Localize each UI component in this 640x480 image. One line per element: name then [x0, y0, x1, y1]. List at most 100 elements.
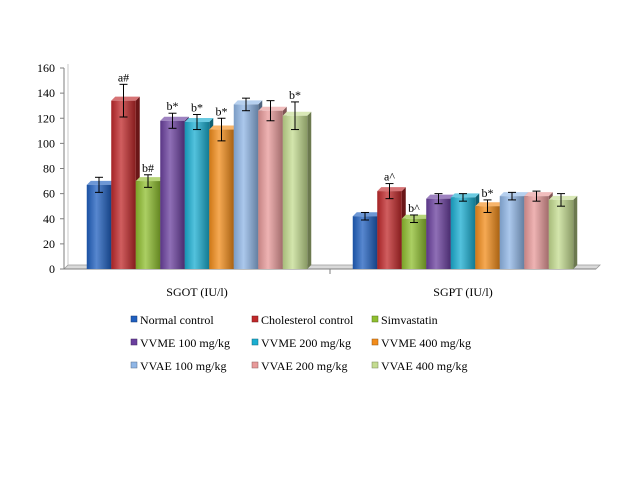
legend-swatch	[251, 361, 259, 369]
bar-front	[426, 198, 451, 269]
bar-front	[475, 206, 500, 269]
bar-top	[548, 195, 578, 200]
legend-label: VVAE 200 mg/kg	[261, 359, 347, 373]
bar-top	[475, 202, 504, 207]
legend-item: VVAE 200 mg/kg	[251, 359, 347, 373]
y-tick-label: 0	[49, 262, 55, 276]
legend-swatch	[130, 338, 138, 346]
legend-item: Cholesterol control	[251, 313, 354, 327]
bar	[450, 193, 480, 269]
x-category-label: SGOT (IU/l)	[166, 285, 227, 299]
bar-side	[573, 195, 578, 269]
legend: Normal control Cholesterol control Simvast…	[130, 313, 471, 373]
legend-label: VVME 200 mg/kg	[261, 336, 351, 350]
legend-label: VVAE 400 mg/kg	[381, 359, 467, 373]
error-bar	[242, 97, 250, 112]
legend-label: VVME 100 mg/kg	[140, 336, 230, 350]
category-labels: SGOT (IU/l) SGPT (IU/l)	[166, 285, 492, 299]
bar	[524, 192, 553, 269]
legend-label: Cholesterol control	[261, 313, 354, 327]
bar	[258, 106, 287, 270]
bar-front	[524, 196, 549, 269]
error-bar	[434, 193, 443, 205]
bar-top	[450, 193, 480, 198]
legend-swatch	[130, 361, 138, 369]
bar-front	[258, 110, 283, 270]
bar-front	[184, 122, 210, 269]
error-bar	[508, 191, 516, 201]
bar-front	[86, 184, 112, 269]
error-bar	[266, 100, 275, 122]
bar	[160, 116, 189, 269]
bar-annotation: b*	[191, 100, 203, 114]
bar-front	[111, 100, 136, 269]
y-tick-label: 20	[43, 237, 55, 251]
legend-swatch	[251, 338, 259, 346]
bar-annotation: a^	[384, 170, 395, 184]
bar-front	[209, 129, 234, 269]
bar-front	[548, 199, 574, 269]
error-bars	[95, 83, 565, 224]
bar-annotation: b*	[167, 99, 179, 113]
bar-front	[352, 216, 378, 269]
bar-front	[282, 115, 308, 269]
y-tick-label: 80	[43, 162, 55, 176]
bar-front	[160, 120, 185, 269]
error-bar	[410, 214, 418, 224]
legend-swatch	[371, 315, 379, 323]
bar	[426, 194, 455, 269]
legend-swatch	[251, 315, 259, 323]
error-bar	[532, 190, 541, 202]
bar-top	[377, 187, 406, 192]
bar-top	[184, 118, 214, 123]
bar-top	[86, 180, 116, 185]
legend-label: Simvastatin	[381, 313, 438, 327]
legend-item: VVME 200 mg/kg	[251, 336, 351, 350]
bar	[499, 192, 529, 269]
legend-swatch	[130, 315, 138, 323]
bar-front	[233, 104, 259, 270]
legend-swatch	[371, 361, 379, 369]
error-bar	[217, 117, 226, 142]
bar-front	[401, 218, 427, 269]
bar	[86, 180, 116, 269]
bar-top	[401, 214, 431, 219]
axes: 0 20 40 60 80 100 120 140 160	[37, 61, 596, 276]
y-tick-label: 100	[37, 136, 55, 150]
bar	[548, 195, 578, 269]
bar	[111, 96, 140, 269]
error-bar	[193, 113, 201, 131]
legend-item: VVME 100 mg/kg	[130, 336, 230, 350]
x-category-label: SGPT (IU/l)	[433, 285, 492, 299]
y-tick-label: 120	[37, 111, 55, 125]
bar-top	[352, 212, 382, 217]
error-bar	[557, 193, 565, 207]
error-bar	[144, 174, 152, 188]
bar-top	[209, 125, 238, 130]
bar	[184, 118, 214, 269]
error-bar	[385, 183, 394, 200]
legend-label: VVME 400 mg/kg	[381, 336, 471, 350]
bar-front	[377, 191, 402, 269]
bar-annotation: b*	[482, 186, 494, 200]
bar-top	[135, 177, 165, 182]
legend-item: Simvastatin	[371, 313, 438, 327]
bar	[282, 111, 312, 269]
legend-label: Normal control	[140, 313, 214, 327]
bar	[352, 212, 382, 269]
bar-top	[233, 100, 263, 105]
bar-front	[135, 181, 161, 269]
error-bar	[361, 211, 369, 221]
legend-item: VVAE 400 mg/kg	[371, 359, 467, 373]
y-tick-label: 140	[37, 86, 55, 100]
error-bar	[459, 193, 467, 202]
legend-item: VVME 400 mg/kg	[371, 336, 471, 350]
error-bar	[95, 176, 103, 193]
bar	[209, 125, 238, 270]
legend-label: VVAE 100 mg/kg	[140, 359, 226, 373]
bar-top	[160, 116, 189, 121]
error-bar	[483, 199, 492, 213]
bar-annotation: a#	[118, 70, 129, 84]
legend-item: VVAE 100 mg/kg	[130, 359, 226, 373]
